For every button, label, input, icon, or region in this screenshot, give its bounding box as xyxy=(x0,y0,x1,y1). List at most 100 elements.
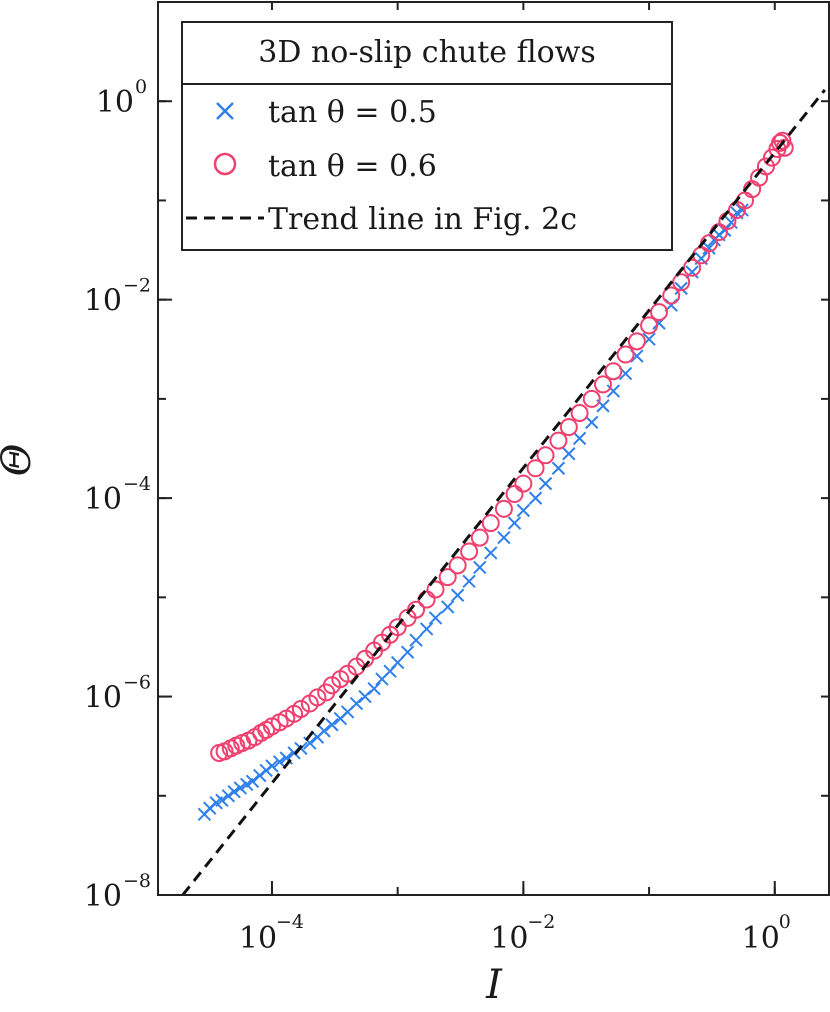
data-point-circle xyxy=(426,580,445,599)
data-point-circle xyxy=(582,389,601,408)
legend-entry-tan-0-5: tan θ = 0.5 xyxy=(268,95,437,130)
data-point-cross xyxy=(221,789,236,803)
y-tick-label: 10 xyxy=(84,681,122,716)
data-point-circle xyxy=(650,303,669,322)
legend-box xyxy=(181,21,673,251)
data-point-cross xyxy=(562,447,576,461)
data-point-circle xyxy=(308,688,327,707)
data-point-cross xyxy=(227,784,241,799)
x-tick-exponent: −2 xyxy=(527,911,555,933)
x-tick-label: 10 xyxy=(742,921,780,956)
data-point-cross xyxy=(473,560,487,575)
y-tick-exponent: −6 xyxy=(123,672,151,694)
data-point-cross xyxy=(390,655,405,670)
x-tick-label: 10 xyxy=(490,921,528,956)
data-point-cross xyxy=(674,281,688,296)
data-point-circle xyxy=(762,148,781,167)
data-point-cross xyxy=(497,530,511,545)
data-point-cross xyxy=(462,574,476,589)
data-point-circle xyxy=(460,542,479,561)
data-point-circle xyxy=(526,459,545,478)
data-point-cross xyxy=(538,476,553,491)
data-point-circle xyxy=(448,556,467,575)
legend-entry-trend-line: Trend line in Fig. 2c xyxy=(268,202,577,237)
x-tick-exponent: −4 xyxy=(276,911,304,933)
data-point-cross xyxy=(233,781,248,795)
data-point-circle xyxy=(662,286,681,305)
data-point-cross xyxy=(409,633,423,647)
data-point-cross xyxy=(685,265,699,279)
series-1 xyxy=(210,131,794,762)
data-point-cross xyxy=(265,759,279,773)
y-tick-label: 10 xyxy=(84,879,122,914)
data-point-circle xyxy=(514,474,533,493)
data-point-circle xyxy=(773,131,792,150)
y-tick-label: 10 xyxy=(84,284,122,319)
data-point-cross xyxy=(507,516,522,530)
data-point-circle xyxy=(438,568,457,587)
data-point-circle xyxy=(775,138,794,157)
data-point-cross xyxy=(484,546,498,560)
y-tick-label: 10 xyxy=(96,85,134,120)
y-tick-label: 10 xyxy=(84,482,122,517)
series-0 xyxy=(197,203,749,822)
data-point-cross xyxy=(317,724,331,738)
data-point-cross xyxy=(606,384,621,398)
trend-line xyxy=(181,88,826,895)
data-point-cross xyxy=(702,241,716,255)
data-point-cross xyxy=(245,774,260,788)
data-point-circle xyxy=(291,699,310,718)
x-axis-title: I xyxy=(485,962,503,1007)
data-point-circle xyxy=(470,528,489,547)
y-tick-exponent: −2 xyxy=(123,275,151,297)
legend-title: 3D no-slip chute flows xyxy=(258,35,595,70)
data-point-circle xyxy=(709,223,728,242)
data-point-circle xyxy=(570,404,589,423)
data-point-cross xyxy=(572,431,587,446)
data-point-cross xyxy=(325,718,339,732)
data-point-cross xyxy=(585,415,599,430)
data-point-circle xyxy=(604,362,623,381)
data-point-cross xyxy=(367,681,381,696)
data-point-cross xyxy=(419,622,434,636)
data-layer xyxy=(181,88,826,895)
plot-frame xyxy=(157,1,830,896)
data-point-cross xyxy=(428,611,443,625)
data-point-circle xyxy=(627,332,646,351)
data-point-circle xyxy=(549,431,568,450)
legend: 3D no-slip chute flows tan θ = 0.5 tan θ… xyxy=(181,21,673,251)
data-point-circle xyxy=(616,345,635,364)
data-point-cross xyxy=(516,503,531,518)
data-point-cross xyxy=(450,588,465,602)
series-2 xyxy=(181,88,826,895)
data-point-circle xyxy=(481,514,500,533)
data-point-cross xyxy=(440,600,455,614)
data-point-cross xyxy=(349,696,364,711)
y-tick-exponent: −8 xyxy=(123,870,151,892)
data-point-circle xyxy=(756,157,775,176)
data-point-circle xyxy=(536,446,555,465)
data-point-circle xyxy=(505,485,524,504)
legend-marker-circle xyxy=(213,152,237,176)
legend-entry-tan-0-6: tan θ = 0.6 xyxy=(268,149,437,184)
x-tick-label: 10 xyxy=(239,921,277,956)
data-point-circle xyxy=(407,600,426,619)
data-point-cross xyxy=(528,491,543,505)
y-tick-exponent: 0 xyxy=(135,76,147,98)
data-point-circle xyxy=(692,246,711,265)
data-point-circle xyxy=(388,618,407,637)
data-point-cross xyxy=(551,461,566,475)
data-point-cross xyxy=(400,645,415,659)
data-point-circle xyxy=(593,375,612,394)
data-point-circle xyxy=(559,418,578,437)
x-tick-exponent: 0 xyxy=(779,911,791,933)
data-point-circle xyxy=(770,133,789,152)
y-tick-exponent: −4 xyxy=(123,473,151,495)
data-point-circle xyxy=(494,499,513,518)
data-point-cross xyxy=(272,755,287,769)
y-axis-title: Θ xyxy=(0,444,40,477)
data-point-cross xyxy=(215,793,229,808)
